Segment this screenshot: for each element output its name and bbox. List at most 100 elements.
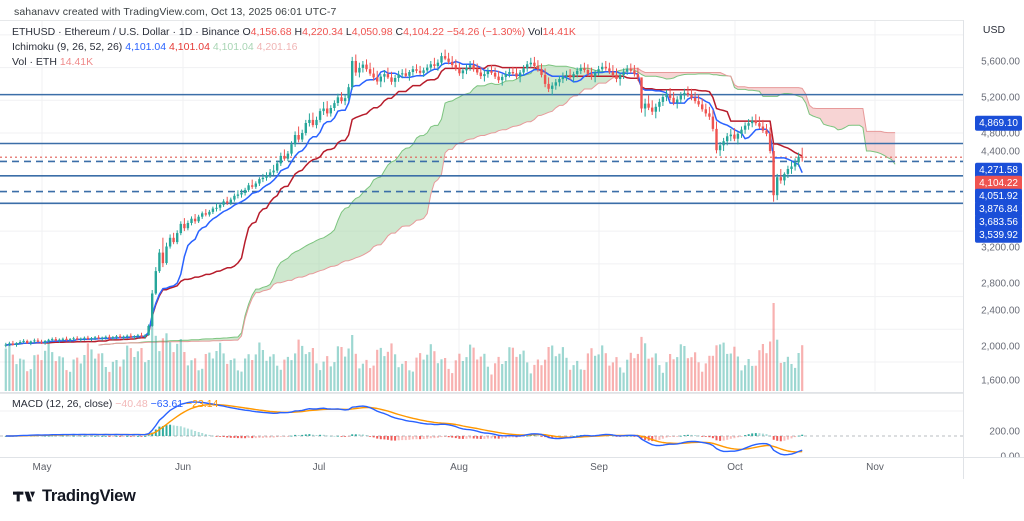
macd-histogram-bar	[244, 436, 247, 439]
price-axis-tick: 3,200.00	[981, 242, 1020, 254]
macd-histogram-bar	[108, 436, 111, 437]
volume-bar	[51, 352, 54, 391]
price-axis[interactable]: USD 5,600.00 5,200.00 4,800.00 4,400.00 3,20…	[963, 20, 1024, 463]
legend-row-symbol[interactable]: ETHUSD · Ethereum / U.S. Dollar · 1D · B…	[12, 25, 576, 40]
volume-bar	[729, 353, 732, 391]
candle-body	[429, 64, 432, 68]
volume-bar	[315, 363, 318, 391]
legend-row-ichimoku[interactable]: Ichimoku (9, 26, 52, 26) 4,101.04 4,101.…	[12, 40, 576, 55]
price-level-tag[interactable]: 4,104.22	[975, 175, 1022, 191]
candle-body	[693, 97, 697, 102]
macd-histogram-bar	[379, 436, 382, 440]
candle-body	[554, 82, 557, 86]
macd-histogram-bar	[197, 432, 200, 436]
open-label: O	[242, 26, 251, 38]
candle-body	[715, 128, 718, 151]
volume-title-value: 14.41K	[59, 56, 94, 68]
candle-body	[79, 338, 82, 340]
price-pane[interactable]	[0, 20, 963, 391]
candle-body	[61, 338, 65, 340]
candle-body	[558, 79, 561, 83]
time-axis-tick: Oct	[727, 462, 743, 473]
volume-bar	[329, 366, 332, 391]
candle-body	[483, 74, 486, 77]
candle-body	[636, 74, 640, 78]
candle-body	[86, 337, 90, 340]
candle-body	[665, 94, 668, 98]
volume-bar	[411, 371, 414, 391]
price-level-tag[interactable]: 4,051.92	[975, 188, 1022, 204]
price-level-tag[interactable]: 4,271.58	[975, 162, 1022, 178]
volume-bar	[444, 358, 447, 391]
candle-body	[593, 72, 597, 77]
volume-bar	[776, 339, 779, 391]
volume-bar	[76, 357, 79, 391]
candle-body	[604, 66, 607, 69]
macd-histogram-bar	[483, 436, 486, 439]
macd-pane[interactable]	[0, 393, 963, 457]
macd-histogram-bar	[272, 436, 275, 438]
price-level-tag[interactable]: 3,539.92	[975, 227, 1022, 243]
open-value: 4,156.68	[250, 26, 292, 38]
volume-bar	[604, 353, 607, 391]
volume-bar	[715, 345, 718, 391]
volume-bar	[722, 342, 725, 391]
candle-body	[168, 237, 172, 247]
volume-bar	[140, 348, 143, 391]
volume-bar	[629, 352, 632, 391]
volume-bar	[754, 365, 757, 391]
time-axis-tick: Nov	[866, 462, 884, 473]
candle-body	[711, 116, 715, 129]
volume-bar	[547, 347, 550, 391]
macd-histogram-bar	[386, 436, 389, 440]
candle-body	[208, 211, 211, 215]
volume-bar	[679, 344, 682, 391]
volume-bar	[608, 365, 611, 391]
candle-body	[383, 74, 386, 77]
macd-histogram-bar	[444, 436, 447, 437]
tradingview-wordmark: TradingView	[42, 487, 136, 505]
candle-body	[65, 338, 68, 341]
candle-body	[4, 344, 7, 346]
candle-body	[526, 64, 529, 69]
macd-histogram-bar	[769, 435, 772, 437]
chart-plot-area[interactable]: MACD (12, 26, close) −40.48 −63.61 −23.1…	[0, 20, 963, 457]
volume-bar	[708, 355, 711, 391]
candle-body	[329, 108, 332, 114]
volume-bar	[404, 361, 407, 391]
price-level-tag[interactable]: 4,869.10	[975, 115, 1022, 131]
volume-bar	[186, 365, 189, 391]
volume-bar	[529, 373, 532, 391]
volume-bar	[686, 358, 689, 391]
macd-histogram-bar	[194, 431, 197, 436]
legend-row-volume[interactable]: Vol · ETH 14.41K	[12, 55, 576, 70]
macd-histogram-bar	[772, 436, 775, 440]
candle-body	[143, 335, 147, 337]
volume-bar	[540, 365, 543, 391]
volume-bar	[594, 355, 597, 391]
volume-bar	[665, 362, 668, 391]
candle-body	[72, 338, 75, 340]
volume-bar	[572, 365, 575, 391]
price-level-tag[interactable]: 3,683.56	[975, 214, 1022, 230]
volume-bar	[786, 356, 789, 391]
volume-bar	[254, 354, 257, 391]
candle-body	[354, 61, 357, 73]
macd-histogram-bar	[40, 435, 43, 437]
macd-histogram-bar	[654, 436, 657, 441]
macd-histogram-bar	[133, 436, 136, 437]
volume-bar	[83, 355, 86, 391]
price-level-tag[interactable]: 3,876.84	[975, 201, 1022, 217]
volume-bar	[190, 360, 193, 391]
candle-body	[529, 62, 532, 65]
candle-body	[511, 72, 515, 74]
time-axis[interactable]: May Jun Jul Aug Sep Oct Nov	[0, 457, 963, 479]
macd-histogram-bar	[236, 436, 239, 439]
candle-body	[326, 108, 329, 114]
volume-bar	[183, 352, 186, 391]
volume-bar	[226, 363, 229, 391]
volume-bar	[44, 350, 47, 391]
macd-histogram-bar	[65, 435, 68, 437]
macd-histogram-bar	[415, 436, 418, 440]
legend-row-macd[interactable]: MACD (12, 26, close) −40.48 −63.61 −23.1…	[12, 397, 218, 412]
